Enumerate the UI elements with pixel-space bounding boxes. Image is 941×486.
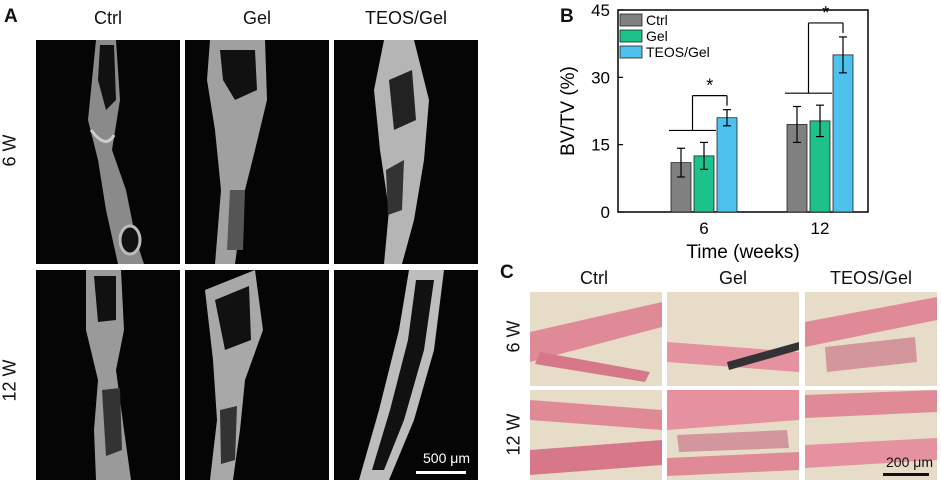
y-tick-label: 0 [601,203,610,222]
he-gel-12w [667,390,799,480]
panel-a-scale-bar [416,471,466,474]
y-tick-label: 45 [591,1,610,20]
panel-c-scale-label: 200 μm [886,454,933,470]
microct-teos-12w: 500 μm [334,270,478,480]
panel-a-row-12w: 12 W [0,359,20,402]
panel-a-scale-label: 500 μm [423,450,470,466]
plot-frame [617,9,869,213]
he-ctrl-6w [530,292,662,386]
bar [832,54,854,213]
panel-c-scale-bar [883,473,929,476]
panel-a-col-teos: TEOS/Gel [364,8,448,28]
legend-label: TEOS/Gel [646,44,710,60]
panel-c-col-ctrl: Ctrl [580,268,608,288]
panel-b-letter: B [560,6,574,27]
y-tick-label: 30 [591,68,610,87]
panel-a-col-ctrl: Ctrl [94,8,122,28]
microct-ctrl-6w [36,40,180,264]
bar [716,117,738,213]
legend-swatch [619,29,643,43]
panel-a-row-6w: 6 W [0,134,20,167]
legend-label: Ctrl [646,12,668,28]
microct-ctrl-12w [36,270,180,480]
microct-gel-12w [185,270,329,480]
legend-label: Gel [646,28,668,44]
panel-c-col-gel: Gel [718,268,747,288]
panel-c-letter: C [500,262,514,283]
he-ctrl-12w [530,390,662,480]
panel-a-col-gel: Gel [242,8,271,28]
bvtv-bar-chart: 0 15 30 45 BV/TV (%) Time (weeks) 6 * 12 * CtrlGel… [558,1,869,262]
legend-swatch [619,13,643,27]
legend-swatch [619,45,643,59]
significance-star: * [822,3,829,23]
y-tick-label: 15 [591,136,610,155]
panel-a-letter: A [4,6,18,27]
panel-c-col-teos: TEOS/Gel [829,268,913,288]
he-gel-6w [667,292,799,386]
microct-gel-6w [185,40,329,264]
x-tick-label: 6 [699,219,708,238]
microct-teos-6w [334,40,478,264]
panel-c-row-6w: 6 W [503,320,524,353]
y-axis-label: BV/TV (%) [558,66,579,156]
he-teos-6w [805,292,937,386]
x-tick-label: 12 [811,219,830,238]
he-teos-12w: 200 μm [805,390,937,480]
significance-star: * [706,76,713,96]
panel-c-row-12w: 12 W [503,413,524,456]
x-axis-label: Time (weeks) [686,242,799,262]
